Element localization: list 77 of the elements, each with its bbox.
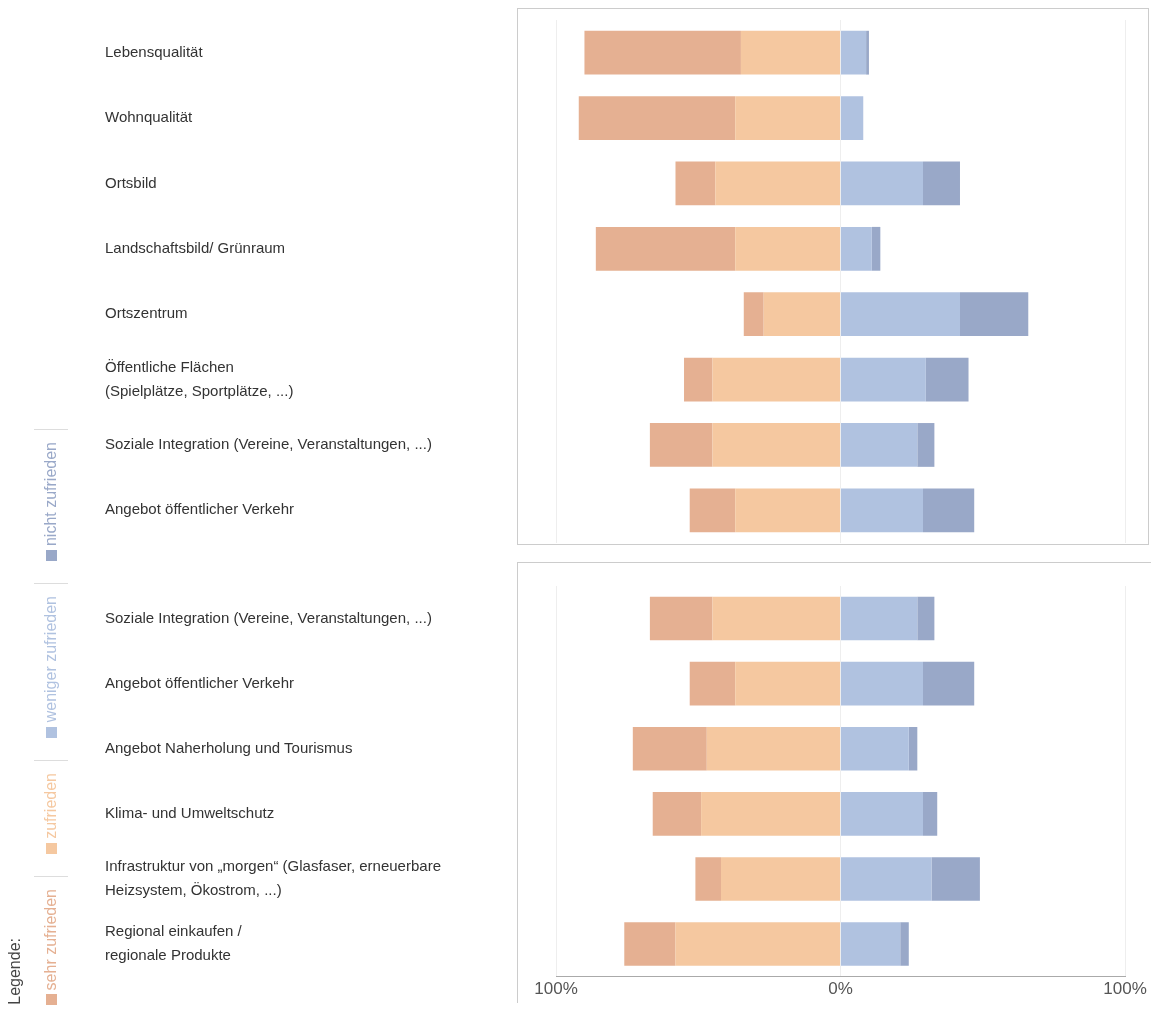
bar bbox=[624, 922, 676, 966]
y-tick-label: Klima- und Umweltschutz bbox=[105, 803, 275, 821]
text: sehr zufrieden bbox=[42, 888, 60, 990]
text: zufrieden bbox=[42, 772, 60, 839]
y-tick-label: Angebot öffentlicher Verkehr bbox=[105, 673, 295, 691]
y-tick-label: Ortsbild bbox=[105, 173, 157, 191]
legend-title: Legende: bbox=[5, 937, 24, 1005]
bar bbox=[649, 596, 713, 641]
y-tick-label: Wohnqualität bbox=[105, 108, 194, 126]
bar bbox=[715, 161, 840, 206]
bar bbox=[652, 792, 702, 836]
bar bbox=[841, 661, 924, 706]
bar bbox=[689, 661, 736, 706]
bar bbox=[735, 226, 840, 271]
x-tick-label: 0% bbox=[828, 979, 853, 999]
bar bbox=[917, 596, 935, 641]
bar bbox=[841, 161, 924, 206]
bar bbox=[578, 96, 736, 140]
text: weniger zufrieden bbox=[42, 596, 60, 723]
y-tick-label: Öffentliche Flächen (Spielplätze, Sportplätze, ...) bbox=[105, 357, 294, 399]
bar bbox=[841, 226, 872, 271]
y-tick-label: Angebot öffentlicher Verkehr bbox=[105, 500, 295, 518]
bar bbox=[675, 161, 716, 206]
bar bbox=[712, 357, 840, 402]
bar bbox=[763, 292, 840, 337]
bar bbox=[584, 30, 741, 75]
bar bbox=[841, 96, 864, 140]
bar bbox=[923, 161, 960, 206]
bar bbox=[706, 726, 840, 771]
bar bbox=[841, 30, 867, 75]
bar bbox=[735, 488, 840, 533]
y-tick-label: Soziale Integration (Vereine, Veranstaltungen, ...) bbox=[105, 608, 432, 626]
bar bbox=[675, 922, 840, 966]
bar bbox=[900, 922, 909, 966]
bar bbox=[931, 857, 980, 901]
bar bbox=[841, 792, 924, 836]
x-tick-label: 100% bbox=[534, 979, 578, 999]
y-tick-label: Angebot Naherholung und Tourismus bbox=[105, 738, 353, 756]
bar bbox=[923, 488, 975, 533]
bar bbox=[721, 857, 840, 901]
bar bbox=[923, 661, 975, 706]
y-tick-label: Soziale Integration (Vereine, Veranstaltungen, ...) bbox=[105, 435, 432, 453]
bar bbox=[684, 357, 713, 402]
bar bbox=[959, 292, 1029, 337]
bar bbox=[871, 226, 881, 271]
bar bbox=[841, 488, 924, 533]
bar bbox=[595, 226, 736, 271]
y-tick-label: Lebensqualität bbox=[105, 42, 204, 60]
bar bbox=[841, 596, 918, 641]
bar bbox=[925, 357, 969, 402]
bar bbox=[917, 423, 935, 467]
bar bbox=[689, 488, 736, 533]
bar bbox=[712, 423, 840, 467]
y-tick-label: Infrastruktur von „morgen“ (Glasfaser, erneuerbare Heizsystem, Ökostrom, ...) bbox=[105, 857, 441, 899]
y-tick-label: Ortszentrum bbox=[105, 304, 188, 322]
bar bbox=[740, 30, 840, 75]
bar bbox=[649, 423, 713, 467]
bar bbox=[632, 726, 707, 771]
bar bbox=[841, 292, 960, 337]
bar bbox=[841, 726, 909, 771]
bar bbox=[735, 96, 840, 140]
bar bbox=[701, 792, 840, 836]
x-tick-label: 100% bbox=[1103, 979, 1147, 999]
y-tick-label: Landschaftsbild/ Grünraum bbox=[105, 238, 286, 256]
bar bbox=[841, 857, 932, 901]
bar bbox=[735, 661, 840, 706]
bar bbox=[841, 357, 926, 402]
bar bbox=[712, 596, 840, 641]
bar bbox=[841, 423, 918, 467]
bar bbox=[866, 30, 869, 75]
text: nicht zufrieden bbox=[42, 442, 60, 547]
bar bbox=[743, 292, 764, 337]
bar bbox=[841, 922, 901, 966]
bar bbox=[908, 726, 918, 771]
bar bbox=[923, 792, 938, 836]
y-tick-label: Regional einkaufen / regionale Produkte bbox=[105, 922, 243, 964]
bar bbox=[695, 857, 722, 901]
